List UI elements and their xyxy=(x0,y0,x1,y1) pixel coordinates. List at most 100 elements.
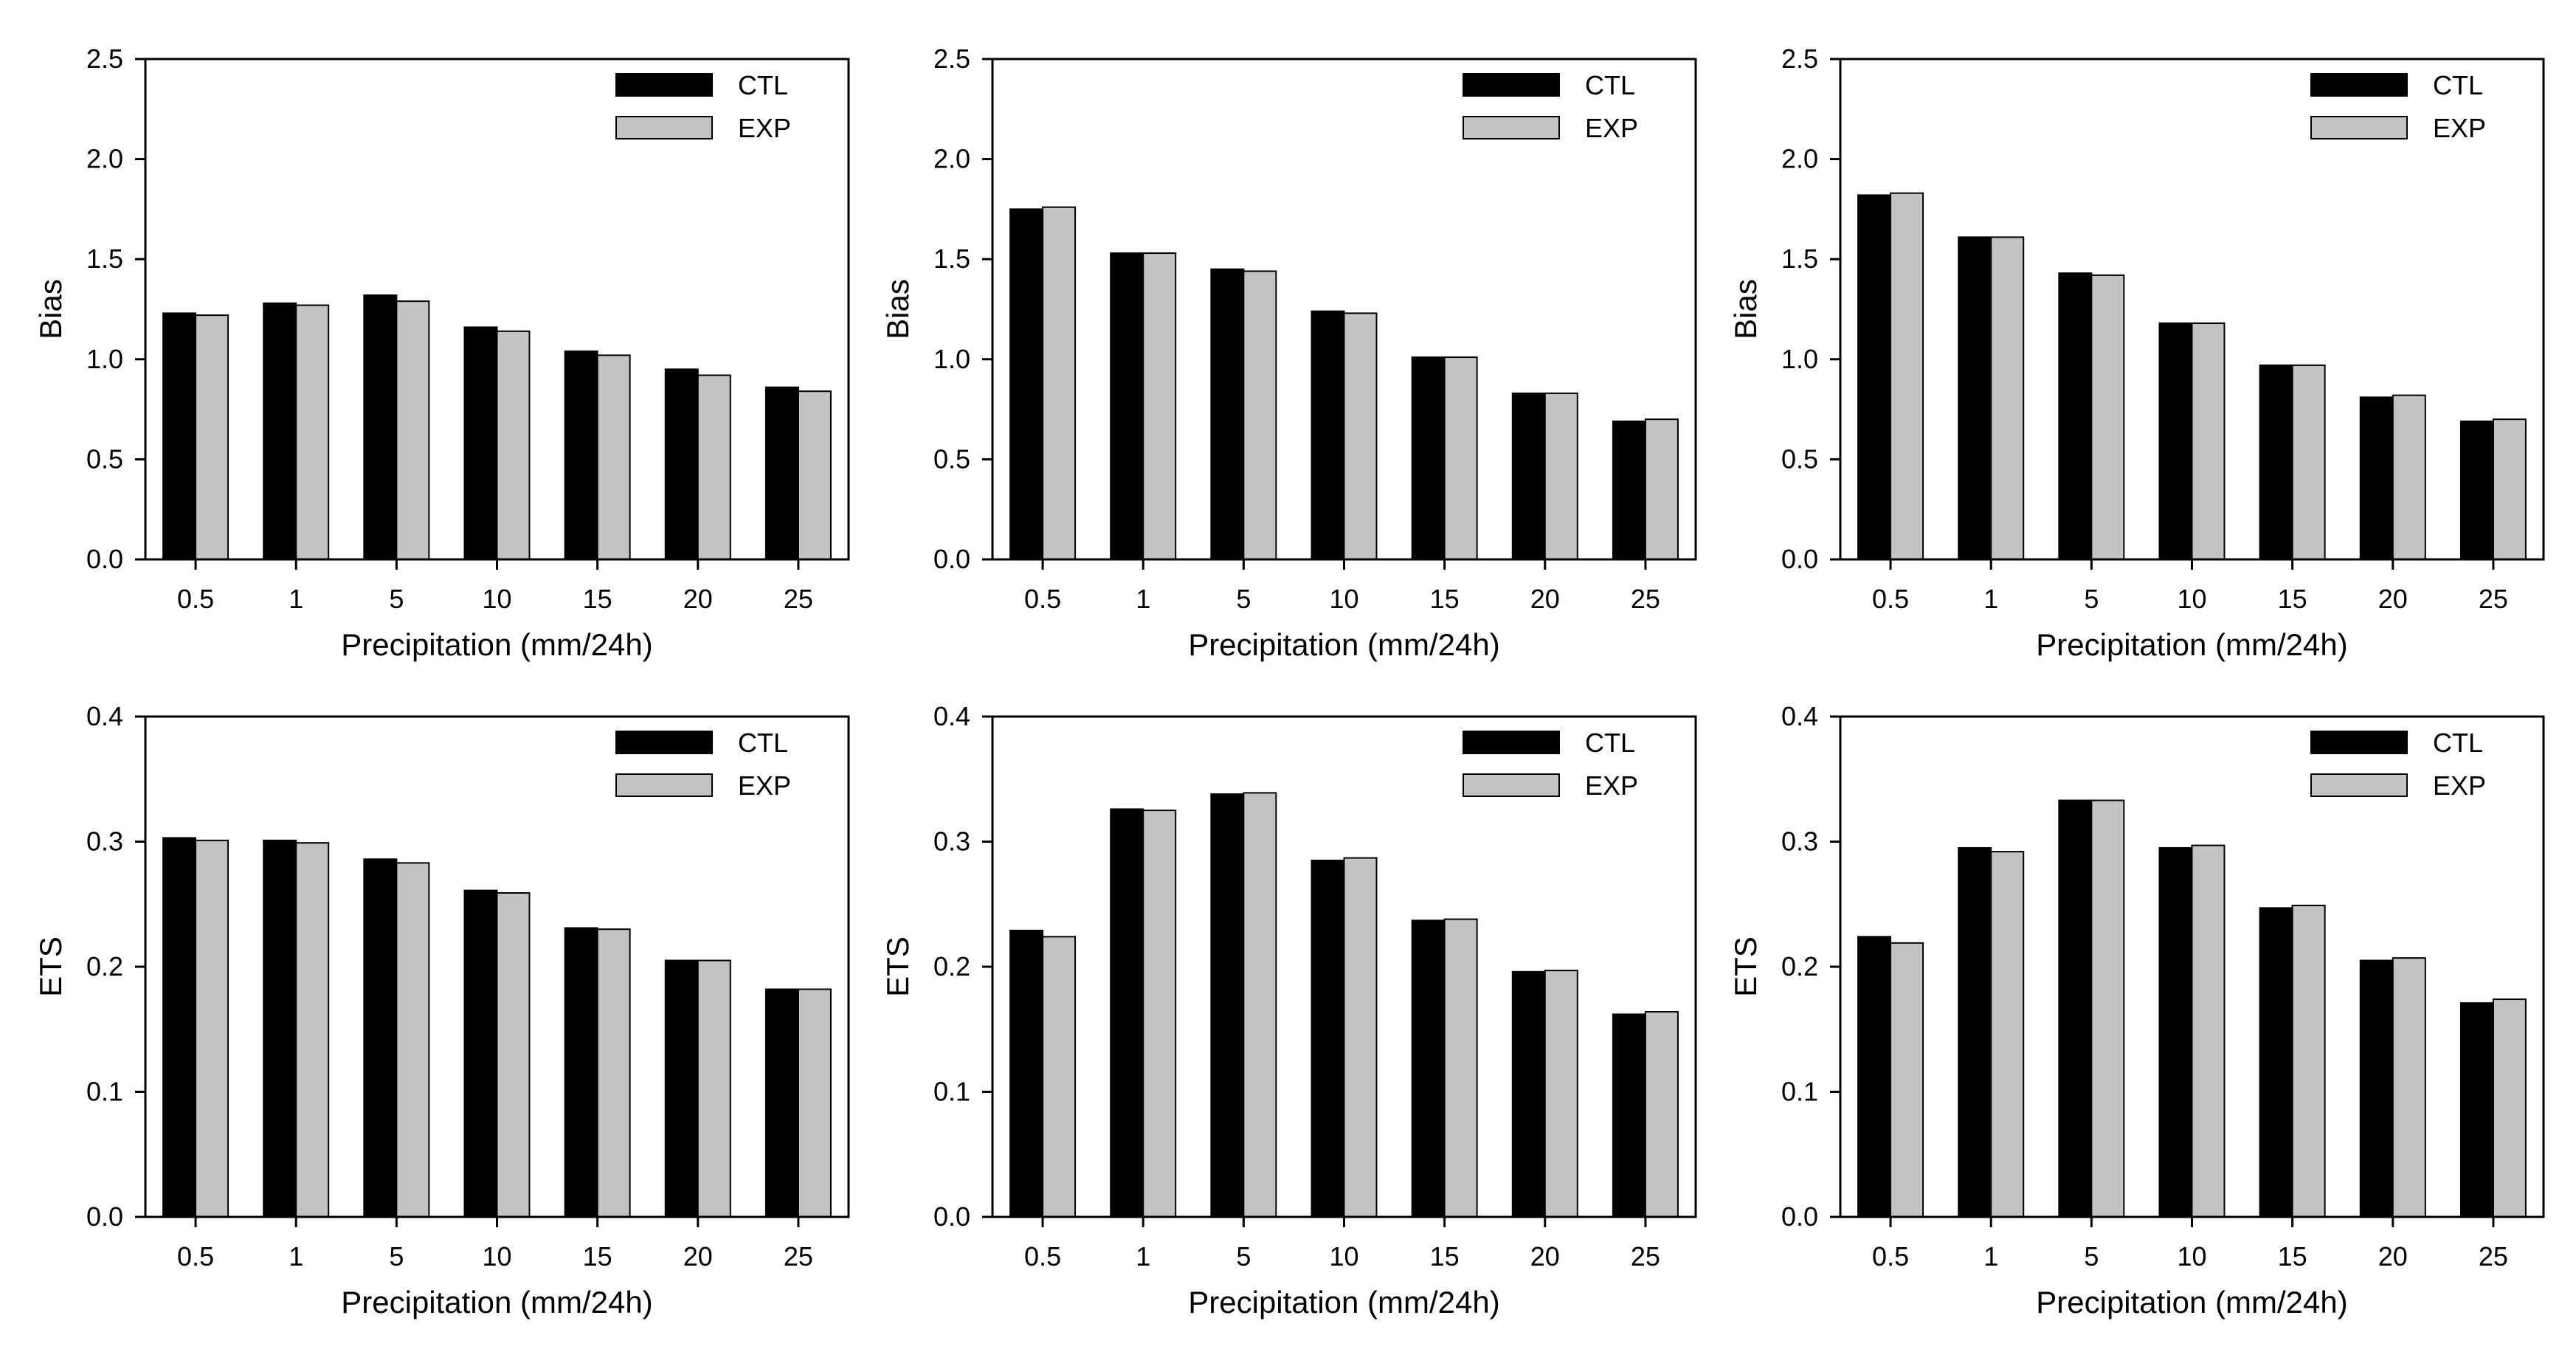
legend-swatch-exp xyxy=(1463,773,1560,797)
x-axis-title: Precipitation (mm/24h) xyxy=(2036,1285,2347,1319)
x-tick-label: 25 xyxy=(1631,1241,1660,1272)
bar-ctl-20 xyxy=(664,959,699,1218)
bar-ctl-1 xyxy=(1110,252,1144,560)
y-axis-title: Bias xyxy=(33,279,68,339)
bar-ctl-10 xyxy=(1311,859,1345,1218)
bar-ctl-5 xyxy=(1210,793,1245,1218)
y-axis-title: Bias xyxy=(1728,279,1763,339)
x-tick-label: 10 xyxy=(2177,584,2206,614)
bar-exp-25 xyxy=(797,390,832,561)
legend-swatch-exp xyxy=(2310,116,2408,139)
legend-swatch-ctl xyxy=(2310,731,2408,754)
bar-exp-5 xyxy=(396,862,430,1218)
bar-exp-1 xyxy=(1990,851,2025,1218)
legend-swatch-exp xyxy=(1463,116,1560,139)
chart-panel-top-left: 0.00.51.01.52.02.50.5 1 5 10 15 20 25Precipita… xyxy=(33,44,850,662)
legend-label-exp: EXP xyxy=(1585,113,1638,143)
bar-exp-25 xyxy=(797,988,832,1218)
x-tick-label: 5 xyxy=(2084,584,2099,614)
bar-ctl-25 xyxy=(1612,420,1646,561)
x-axis-title: Precipitation (mm/24h) xyxy=(2036,627,2347,662)
bar-ctl-1 xyxy=(263,839,297,1218)
x-tick-label: 5 xyxy=(2084,1241,2099,1272)
bar-exp-20 xyxy=(2392,394,2426,561)
bar-ctl-15 xyxy=(1411,356,1446,560)
x-tick-label: 20 xyxy=(2378,1241,2408,1272)
bar-exp-0_5 xyxy=(195,314,229,560)
bar-exp-25 xyxy=(2492,998,2527,1218)
y-tick-label: 0.0 xyxy=(86,1201,123,1232)
x-tick-label: 1 xyxy=(1136,584,1150,614)
bar-ctl-10 xyxy=(463,326,498,560)
y-tick-label: 0.2 xyxy=(1781,951,1818,981)
x-tick-label: 15 xyxy=(1430,1241,1460,1272)
legend-swatch-exp xyxy=(615,116,713,139)
y-tick-label: 0.1 xyxy=(933,1077,970,1107)
bar-exp-0_5 xyxy=(1890,942,1924,1218)
y-tick-label: 0.3 xyxy=(1781,827,1818,857)
plot-frame xyxy=(991,58,1697,561)
y-tick-label: 0.5 xyxy=(1781,444,1818,474)
bar-ctl-0_5 xyxy=(162,312,197,560)
plot-frame xyxy=(144,58,850,561)
bar-exp-10 xyxy=(2191,844,2225,1218)
legend-swatch-exp xyxy=(2310,773,2408,797)
y-axis-title: ETS xyxy=(1728,936,1763,997)
bar-exp-20 xyxy=(697,959,731,1218)
legend: CTL EXP xyxy=(2310,70,2486,143)
y-tick-label: 2.0 xyxy=(1781,144,1818,174)
x-tick-label: 15 xyxy=(1430,584,1460,614)
bar-ctl-20 xyxy=(2359,396,2394,560)
x-tick-label: 20 xyxy=(2378,584,2408,614)
bar-exp-5 xyxy=(1243,792,1277,1218)
bar-ctl-25 xyxy=(764,386,799,560)
x-tick-label: 15 xyxy=(2278,1241,2307,1272)
x-tick-label: 5 xyxy=(389,1241,404,1272)
bar-exp-10 xyxy=(1343,312,1378,560)
chart-panel-bottom-right: 0.00.10.20.30.40.5 1 5 10 15 20 25Precipitatio… xyxy=(1728,701,2545,1319)
y-tick-label: 0.4 xyxy=(933,701,970,731)
chart-panel-bottom-left: 0.00.10.20.30.40.5 1 5 10 15 20 25Precipitatio… xyxy=(33,701,850,1319)
bar-exp-20 xyxy=(2392,957,2426,1218)
bar-ctl-15 xyxy=(564,927,598,1218)
bar-exp-15 xyxy=(1443,918,1478,1218)
bar-ctl-15 xyxy=(2259,907,2293,1218)
y-tick-label: 0.0 xyxy=(933,1201,970,1232)
legend-label-exp: EXP xyxy=(738,113,791,143)
bar-exp-0_5 xyxy=(1042,206,1077,560)
legend: CTL EXP xyxy=(615,70,791,143)
y-tick-label: 0.0 xyxy=(1781,544,1818,574)
bar-exp-10 xyxy=(2191,322,2225,560)
chart-panel-bottom-middle: 0.00.10.20.30.40.5 1 5 10 15 20 25Precipitatio… xyxy=(880,701,1697,1319)
legend-swatch-ctl xyxy=(615,731,713,754)
bar-exp-10 xyxy=(1343,857,1378,1218)
y-tick-label: 2.5 xyxy=(1781,44,1818,74)
x-tick-label: 0.5 xyxy=(1872,584,1909,614)
y-tick-label: 0.3 xyxy=(86,827,123,857)
y-tick-label: 0.1 xyxy=(86,1077,123,1107)
legend-swatch-exp xyxy=(615,773,713,797)
x-tick-label: 0.5 xyxy=(177,1241,214,1272)
x-tick-label: 0.5 xyxy=(1024,1241,1061,1272)
bar-ctl-10 xyxy=(463,889,498,1218)
x-tick-label: 10 xyxy=(482,1241,511,1272)
chart-panel-top-right: 0.00.51.01.52.02.50.5 1 5 10 15 20 25Precipita… xyxy=(1728,44,2545,662)
bar-ctl-20 xyxy=(1511,970,1546,1218)
bar-ctl-1 xyxy=(263,302,297,560)
x-tick-label: 20 xyxy=(683,1241,713,1272)
y-axis-title: Bias xyxy=(880,279,915,339)
legend-label-exp: EXP xyxy=(2433,770,2486,801)
y-tick-label: 2.0 xyxy=(86,144,123,174)
legend: CTL EXP xyxy=(2310,728,2486,801)
x-tick-label: 10 xyxy=(482,584,511,614)
bar-exp-0_5 xyxy=(1890,192,1924,560)
bar-exp-15 xyxy=(2291,364,2326,560)
x-axis-title: Precipitation (mm/24h) xyxy=(341,627,652,662)
x-tick-label: 20 xyxy=(683,584,713,614)
bar-ctl-0_5 xyxy=(1009,929,1044,1218)
legend-swatch-ctl xyxy=(2310,73,2408,97)
bar-exp-10 xyxy=(496,891,531,1218)
bar-ctl-10 xyxy=(2158,322,2193,560)
bar-exp-20 xyxy=(1544,392,1578,560)
